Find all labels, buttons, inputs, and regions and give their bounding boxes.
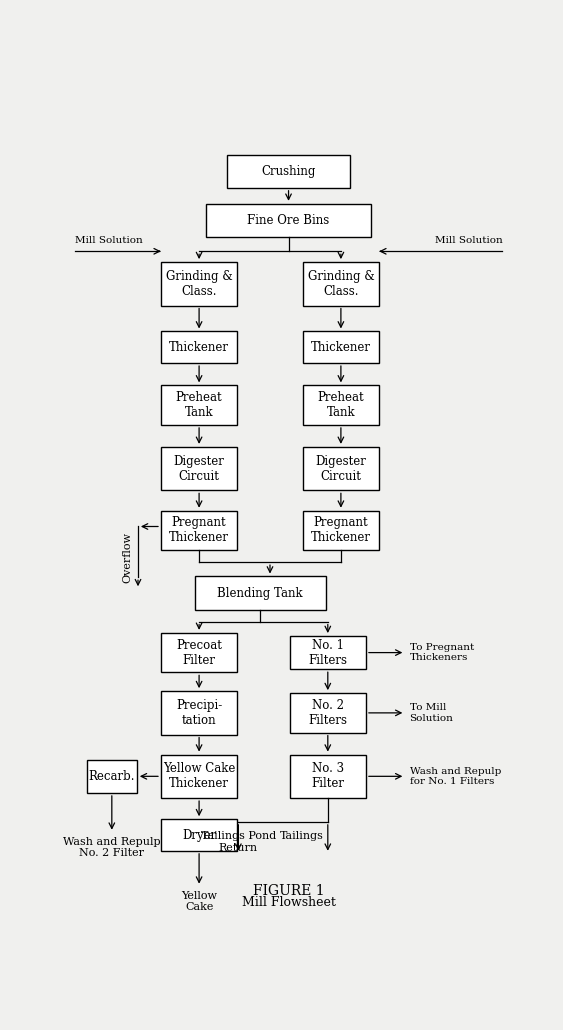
Bar <box>161 332 237 364</box>
Bar <box>303 511 379 550</box>
Text: Mill Solution: Mill Solution <box>435 236 502 245</box>
Text: Grinding &
Class.: Grinding & Class. <box>166 270 233 298</box>
Text: Fine Ore Bins: Fine Ore Bins <box>247 214 330 227</box>
Bar <box>303 262 379 306</box>
Text: Pregnant
Thickener: Pregnant Thickener <box>169 516 229 545</box>
Text: No. 2
Filters: No. 2 Filters <box>309 699 347 727</box>
Text: Recarb.: Recarb. <box>88 769 135 783</box>
Text: Crushing: Crushing <box>261 165 316 178</box>
Text: Thickener: Thickener <box>169 341 229 353</box>
Text: Digester
Circuit: Digester Circuit <box>173 454 225 483</box>
Text: Mill Flowsheet: Mill Flowsheet <box>242 896 336 908</box>
Text: Blending Tank: Blending Tank <box>217 587 303 599</box>
Text: No. 3
Filter: No. 3 Filter <box>311 762 345 790</box>
Text: Wash and Repulp
for No. 1 Filters: Wash and Repulp for No. 1 Filters <box>410 766 501 786</box>
Bar <box>161 819 237 851</box>
Text: Overflow: Overflow <box>122 533 132 583</box>
Bar <box>303 332 379 364</box>
Text: Yellow
Cake: Yellow Cake <box>181 891 217 913</box>
Bar <box>87 760 137 793</box>
Text: Wash and Repulp
No. 2 Filter: Wash and Repulp No. 2 Filter <box>63 836 160 858</box>
Text: Thickener: Thickener <box>311 341 371 353</box>
Text: Grinding &
Class.: Grinding & Class. <box>307 270 374 298</box>
Bar <box>161 511 237 550</box>
Bar <box>161 755 237 798</box>
Text: Digester
Circuit: Digester Circuit <box>315 454 367 483</box>
Text: Tailings: Tailings <box>280 831 324 842</box>
Bar <box>227 154 350 187</box>
Bar <box>303 385 379 425</box>
Bar <box>289 755 366 798</box>
Text: Tailings Pond
Return: Tailings Pond Return <box>201 831 276 853</box>
Bar <box>289 636 366 670</box>
Bar <box>161 262 237 306</box>
Bar <box>289 693 366 732</box>
Bar <box>161 385 237 425</box>
Bar <box>161 632 237 673</box>
Bar <box>195 577 325 610</box>
Text: FIGURE 1: FIGURE 1 <box>253 885 324 898</box>
Text: Pregnant
Thickener: Pregnant Thickener <box>311 516 371 545</box>
Bar <box>161 691 237 734</box>
Text: Preheat
Tank: Preheat Tank <box>176 391 222 419</box>
Text: Mill Solution: Mill Solution <box>75 236 142 245</box>
Text: Precipi-
tation: Precipi- tation <box>176 699 222 727</box>
Text: No. 1
Filters: No. 1 Filters <box>309 639 347 666</box>
Text: Yellow Cake
Thickener: Yellow Cake Thickener <box>163 762 235 790</box>
Text: To Pregnant
Thickeners: To Pregnant Thickeners <box>410 643 474 662</box>
Text: Precoat
Filter: Precoat Filter <box>176 639 222 666</box>
Text: Preheat
Tank: Preheat Tank <box>318 391 364 419</box>
Text: Dryer: Dryer <box>182 828 216 842</box>
Bar <box>205 204 372 237</box>
Bar <box>303 447 379 490</box>
Bar <box>161 447 237 490</box>
Text: To Mill
Solution: To Mill Solution <box>410 703 453 723</box>
